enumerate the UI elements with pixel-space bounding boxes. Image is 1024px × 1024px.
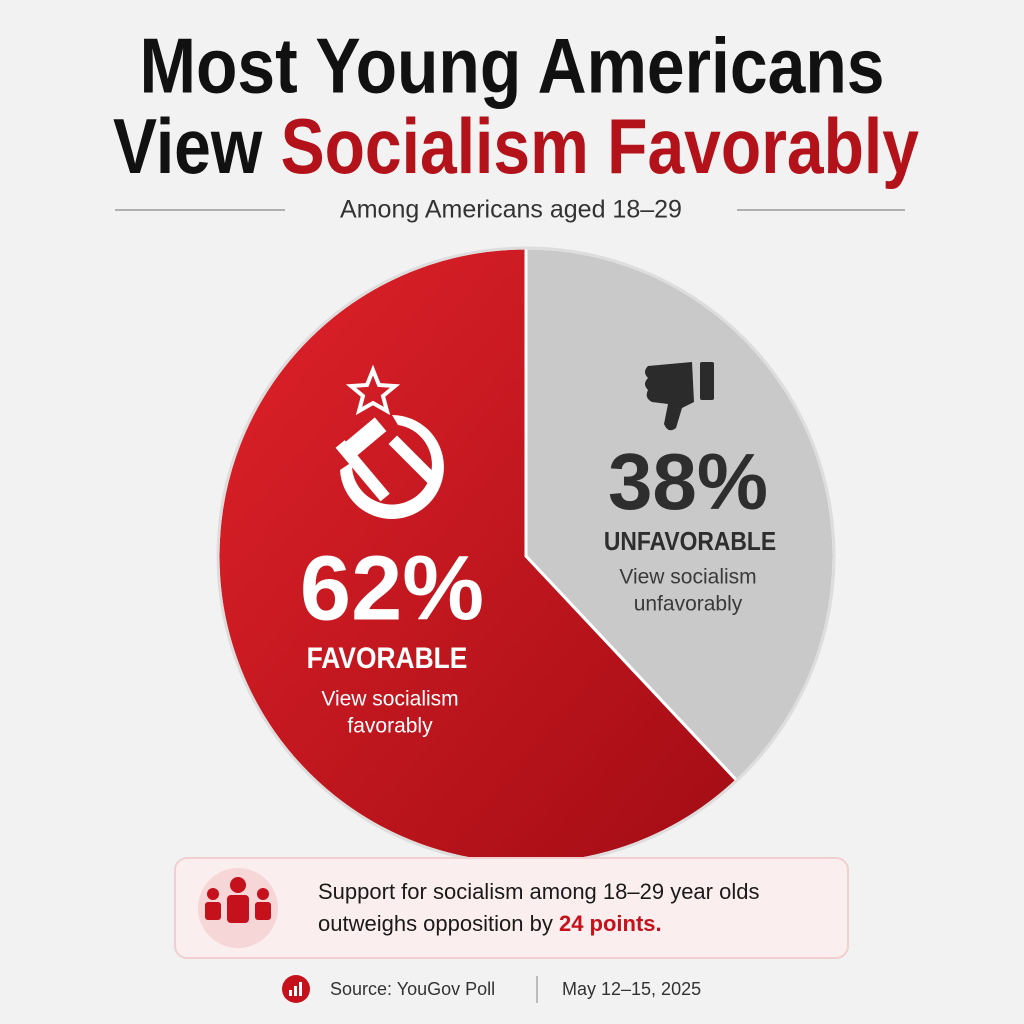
slice-description: unfavorably: [634, 593, 743, 616]
source-icon-bars: [289, 982, 302, 996]
value-label: 62%: [300, 537, 484, 639]
subtitle: Among Americans aged 18–29: [340, 196, 682, 224]
value-label: 38%: [608, 437, 768, 526]
callout-highlight: 24 points.: [559, 911, 662, 936]
slice-description: View socialism: [321, 688, 458, 711]
title-line2-text: View: [113, 102, 263, 190]
slice-description: favorably: [347, 715, 433, 738]
callout-text: outweighs opposition by: [318, 911, 553, 936]
title-line2: View Socialism Favorably: [113, 102, 919, 190]
thumbs-down-icon: [645, 362, 714, 431]
slice-description: View socialism: [619, 566, 756, 589]
pie: [216, 246, 836, 866]
people-icon: [205, 877, 271, 923]
title-highlight: Socialism Favorably: [281, 102, 919, 190]
source: Source: YouGov Poll: [330, 979, 495, 999]
date: May 12–15, 2025: [562, 979, 701, 999]
category-label: FAVORABLE: [307, 640, 468, 674]
star-icon: [345, 364, 401, 416]
callout-line: outweighs opposition by 24 points.: [318, 911, 662, 936]
title-line1: Most Young Americans: [140, 22, 885, 110]
callout-line: Support for socialism among 18–29 year o…: [318, 879, 759, 904]
category-label: UNFAVORABLE: [604, 528, 776, 557]
callout-box: [174, 857, 849, 959]
hammer-sickle-icon: [335, 415, 444, 519]
